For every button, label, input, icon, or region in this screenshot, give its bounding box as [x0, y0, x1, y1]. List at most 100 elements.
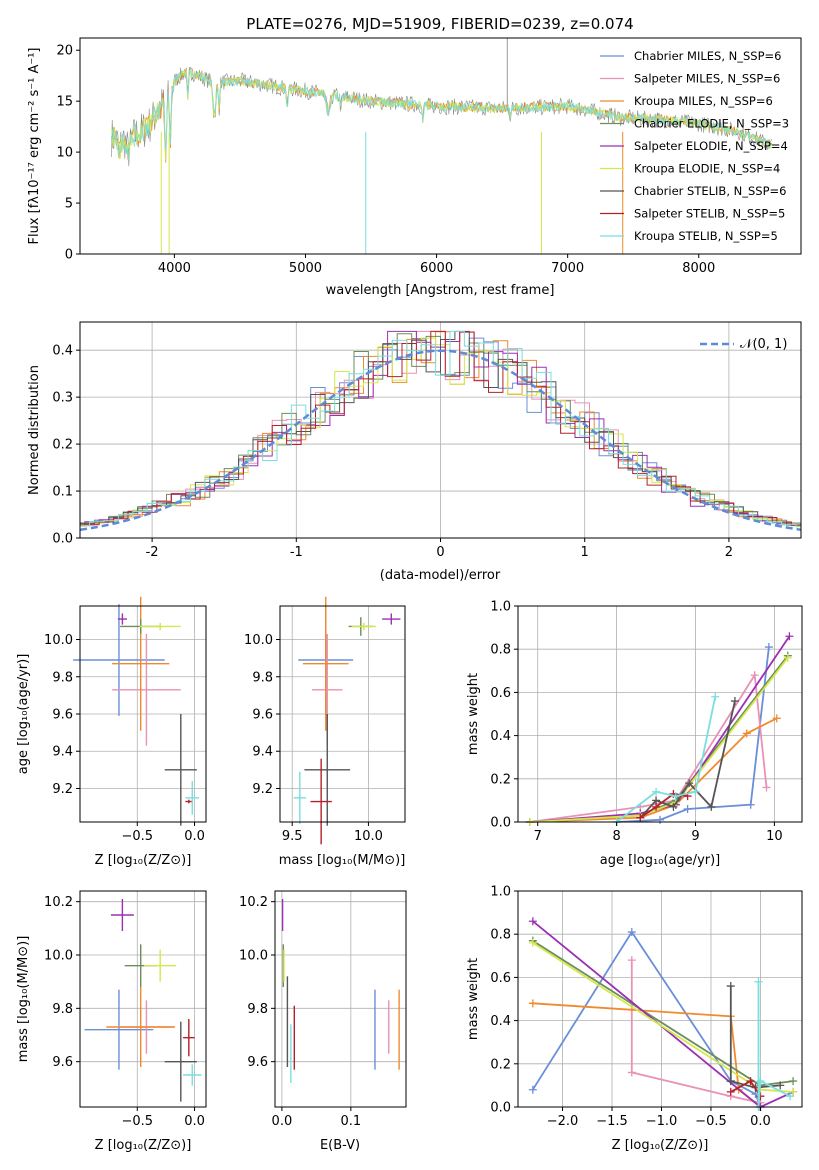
y-tick-label: 10.2	[239, 895, 268, 910]
x-tick-label: 10.0	[354, 829, 383, 844]
y-tick-label: 9.8	[52, 1002, 73, 1017]
y-tick-label: 0.4	[52, 344, 73, 359]
mass-vs-ebv-x-label: E(B-V)	[320, 1138, 360, 1153]
residual-histogram	[80, 337, 801, 528]
mass-weight-marker	[671, 792, 680, 801]
y-tick-label: 0.0	[490, 1101, 511, 1116]
mass-weight-marker	[789, 1077, 798, 1086]
mass-weight-marker	[627, 1068, 636, 1077]
x-tick-label: 9.5	[282, 829, 303, 844]
y-tick-label: 0.6	[490, 686, 511, 701]
residuals-legend-label: 𝒩(0, 1)	[740, 337, 787, 352]
x-tick-label: 0.0	[184, 829, 205, 844]
age-vs-mass-panel: 9.5 10.0 9.2 9.4 9.6 9.8 10.0 mass [log₁₀(M/M⊙…	[244, 596, 406, 868]
mass-vs-Z-y-label: mass [log₁₀(M/M⊙)]	[16, 936, 31, 1063]
x-tick-label: 0.1	[340, 1114, 361, 1129]
mass-weight-marker	[785, 632, 794, 641]
y-tick-label: 0.3	[52, 391, 73, 406]
spectrum-legend-label: Salpeter MILES, N_SSP=6	[634, 72, 780, 86]
weight-vs-age-panel: 7 8 9 10 0.0 0.2 0.4 0.6 0.8 1.0 age [log₁₀(age/y…	[466, 600, 803, 868]
y-tick-label: 0.4	[490, 1014, 511, 1029]
y-tick-label: 9.8	[252, 670, 273, 685]
spectrum-x-label: wavelength [Angstrom, rest frame]	[326, 283, 555, 298]
residuals-panel: -2 -1 0 1 2 0.0 0.1 0.2 0.3 0.4 (data-model)/erro…	[27, 321, 802, 583]
x-tick-label: −0.5	[121, 829, 153, 844]
mass-weight-marker	[726, 982, 735, 991]
y-tick-label: 0	[65, 248, 73, 263]
residuals-x-label: (data-model)/error	[380, 568, 501, 583]
mass-weight-marker	[756, 1077, 765, 1086]
x-tick-label: 5000	[289, 261, 322, 276]
mass-weight-marker	[726, 1087, 735, 1096]
age-vs-Z-panel: −0.5 0.09.29.49.69.810.0 Z [log₁₀(Z/Z⊙)] …	[16, 596, 207, 868]
age-vs-Z-frame	[79, 605, 207, 823]
y-tick-label: 5	[65, 197, 73, 212]
spectrum-frame	[79, 37, 802, 255]
x-tick-label: −1.5	[596, 1114, 628, 1129]
y-tick-label: 9.4	[52, 745, 73, 760]
mass-weight-marker	[764, 643, 773, 652]
x-tick-label: 7	[534, 829, 542, 844]
spectrum-legend-label: Salpeter STELIB, N_SSP=5	[634, 207, 785, 221]
x-tick-label: 0	[436, 545, 444, 560]
x-tick-label: -2	[146, 545, 159, 560]
x-tick-label: 6000	[420, 261, 453, 276]
mass-weight-marker	[772, 714, 781, 723]
spectrum-legend-label: Kroupa MILES, N_SSP=6	[634, 94, 773, 108]
y-tick-label: 0.1	[52, 485, 73, 500]
spectrum-series-line	[111, 66, 773, 162]
mass-vs-ebv-frame	[274, 890, 407, 1108]
y-tick-label: 9.8	[52, 670, 73, 685]
mass-weight-marker	[683, 805, 692, 814]
mass-weight-marker	[627, 956, 636, 965]
mass-weight-marker	[627, 928, 636, 937]
x-tick-label: −0.5	[121, 1114, 153, 1129]
x-tick-label: 9	[691, 829, 699, 844]
mass-weight-line	[630, 960, 761, 1104]
x-tick-label: 10	[766, 829, 783, 844]
mass-weight-marker	[652, 802, 661, 811]
mass-weight-marker	[652, 787, 661, 796]
y-tick-label: 9.4	[252, 745, 273, 760]
y-tick-label: 9.6	[52, 1055, 73, 1070]
mass-vs-Z-x-label: Z [log₁₀(Z/Z⊙)]	[95, 1138, 192, 1153]
mass-weight-line	[529, 657, 789, 823]
mass-weight-marker	[750, 671, 759, 680]
spectrum-title: PLATE=0276, MJD=51909, FIBERID=0239, z=0…	[246, 15, 633, 33]
mass-weight-marker	[669, 802, 678, 811]
age-vs-mass-x-label: mass [log₁₀(M/M⊙)]	[279, 853, 406, 868]
weight-vs-Z-frame	[517, 890, 803, 1108]
mass-weight-marker	[685, 779, 694, 788]
y-tick-label: 0.6	[490, 971, 511, 986]
x-tick-label: −0.5	[695, 1114, 727, 1129]
mass-weight-marker	[789, 1087, 798, 1096]
weight-vs-Z-x-label: Z [log₁₀(Z/Z⊙)]	[612, 1138, 709, 1153]
spectrum-y-label: Flux [fλ10⁻¹⁷ erg cm⁻² s⁻¹ A⁻¹]	[27, 48, 42, 245]
normal-reference-curve	[79, 349, 802, 532]
y-tick-label: 10.0	[239, 949, 268, 964]
mass-weight-marker	[636, 813, 645, 822]
spectrum-legend-label: Salpeter ELODIE, N_SSP=4	[634, 139, 788, 153]
mass-weight-marker	[746, 800, 755, 809]
y-tick-label: 9.6	[247, 1055, 268, 1070]
spectrum-panel: PLATE=0276, MJD=51909, FIBERID=0239, z=0…	[27, 15, 802, 298]
age-vs-Z-x-label: Z [log₁₀(Z/Z⊙)]	[95, 853, 192, 868]
x-tick-label: 7000	[551, 261, 584, 276]
y-tick-label: 0.2	[490, 772, 511, 787]
y-tick-label: 9.6	[52, 708, 73, 723]
spectrum-legend-label: Kroupa ELODIE, N_SSP=4	[634, 162, 780, 176]
y-tick-label: 0.0	[52, 532, 73, 547]
y-tick-label: 0.4	[490, 729, 511, 744]
mass-vs-Z-frame	[79, 890, 207, 1108]
x-tick-label: 0.0	[272, 1114, 293, 1129]
y-tick-label: 9.6	[252, 708, 273, 723]
y-tick-label: 0.8	[490, 643, 511, 658]
y-tick-label: 0.2	[490, 1057, 511, 1072]
x-tick-label: −2.0	[547, 1114, 579, 1129]
y-tick-label: 0.8	[490, 928, 511, 943]
mass-weight-marker	[746, 1077, 755, 1086]
mass-vs-ebv-panel: 0.0 0.1 9.6 9.8 10.0 10.2 E(B-V)	[239, 890, 407, 1153]
mass-weight-marker	[691, 787, 700, 796]
x-tick-label: -1	[290, 545, 303, 560]
